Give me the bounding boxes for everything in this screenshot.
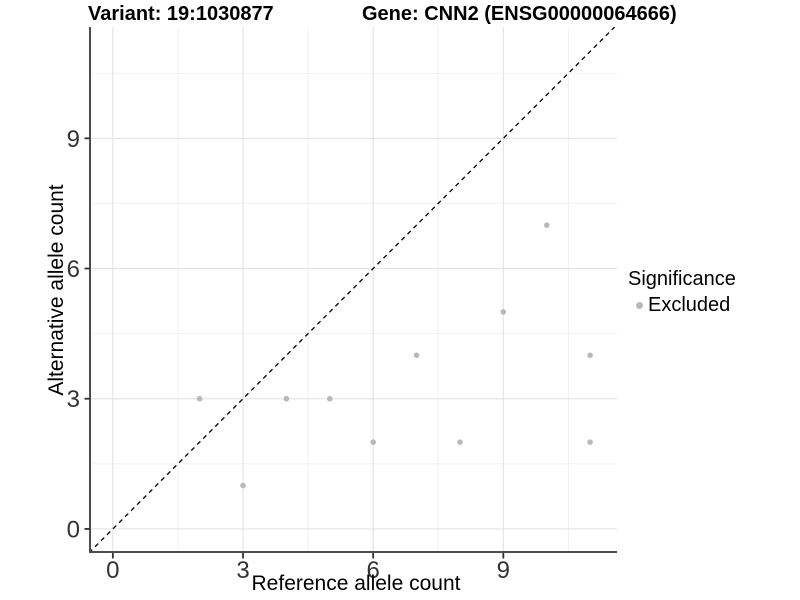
y-tick-label: 0: [67, 516, 80, 543]
data-point: [370, 439, 376, 445]
y-tick-label: 9: [67, 126, 80, 153]
data-point: [326, 395, 333, 402]
data-point: [587, 352, 593, 359]
data-point: [240, 482, 246, 489]
y-tick-label: 6: [67, 256, 80, 283]
data-point: [283, 395, 290, 402]
x-axis-title: Reference allele count: [251, 572, 461, 595]
data-point: [587, 439, 593, 445]
excluded-dot-icon: [636, 302, 643, 309]
x-tick-label: 6: [366, 557, 379, 584]
data-point: [543, 222, 550, 228]
y-axis-title: Alternative allele count: [45, 184, 68, 396]
y-tick-label: 3: [67, 386, 80, 413]
x-tick-label: 3: [236, 557, 249, 584]
legend-title: Significance: [628, 268, 736, 290]
data-point: [500, 309, 507, 315]
x-tick-label: 9: [497, 557, 510, 584]
gene-title: Gene: CNN2 (ENSG00000064666): [362, 3, 677, 25]
data-point: [413, 352, 420, 359]
data-point: [196, 395, 203, 402]
variant-title: Variant: 19:1030877: [88, 3, 274, 25]
legend: Significance Excluded: [628, 268, 736, 317]
data-point: [457, 439, 463, 445]
identity-reference-line: [89, 27, 616, 553]
x-tick-label: 0: [106, 557, 119, 584]
legend-item-excluded: Excluded: [636, 294, 736, 317]
legend-item-label: Excluded: [648, 294, 731, 316]
